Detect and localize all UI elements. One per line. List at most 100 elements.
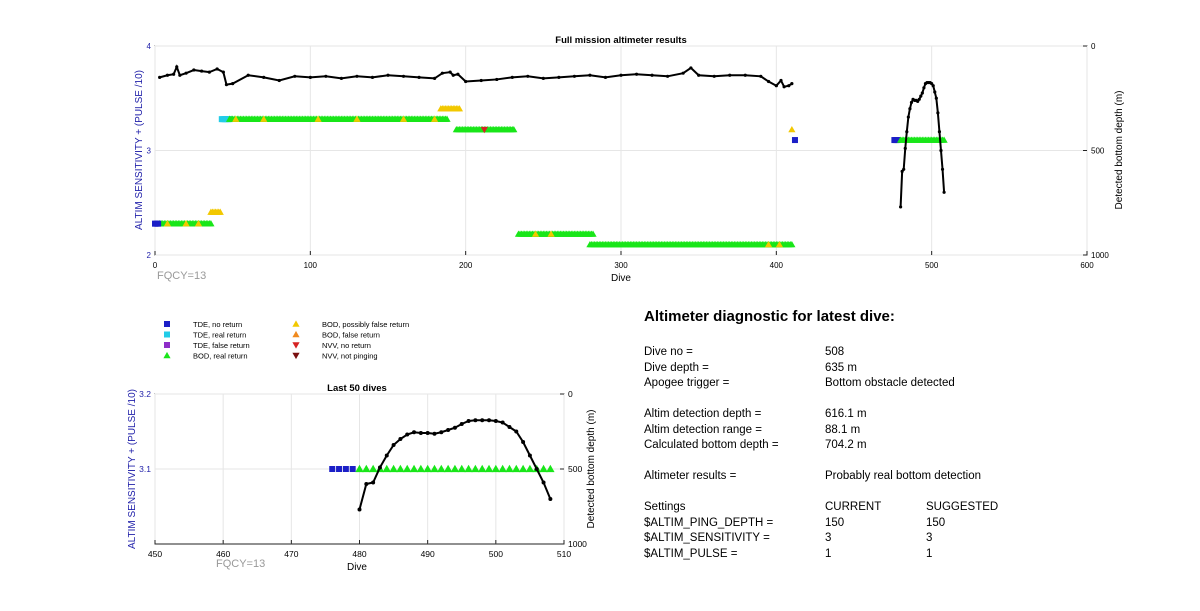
bottom-depth-line-recent-point xyxy=(936,111,940,115)
bottom-depth-line-point xyxy=(207,70,211,74)
bottom-depth-line-recent-point xyxy=(908,107,912,111)
bod-real-return-marker xyxy=(430,464,439,473)
bottom-depth-line-recent-point xyxy=(934,96,938,100)
bottom-depth-line-point xyxy=(355,74,359,78)
bottom-depth-point xyxy=(521,440,526,444)
possibly-false-marker xyxy=(431,115,439,122)
altim-detection-range-value: 88.1 m xyxy=(825,423,861,436)
legend-label: NVV, no return xyxy=(322,341,371,350)
bottom-depth-line-point xyxy=(557,75,561,79)
altim-detection-depth-row: Altim detection depth = 616.1 m xyxy=(644,407,1184,423)
setting-suggested: 1 xyxy=(926,547,933,560)
x-tick-label: 500 xyxy=(489,549,503,559)
bottom-depth-point xyxy=(398,437,403,441)
apogee-trigger-row: Apogee trigger = Bottom obstacle detected xyxy=(644,376,1184,392)
bottom-depth-line-recent-point xyxy=(903,146,907,151)
bottom-depth-line-point xyxy=(231,82,235,86)
y2-tick-label: 1000 xyxy=(568,539,587,549)
setting-label: $ALTIM_PULSE = xyxy=(644,547,738,560)
settings-marker xyxy=(589,230,597,237)
legend-label: TDE, no return xyxy=(193,320,242,329)
dive-depth-label: Dive depth = xyxy=(644,361,709,374)
settings-marker xyxy=(791,137,798,144)
bottom-depth-line-point xyxy=(440,71,444,75)
bottom-depth-line-point xyxy=(634,72,639,76)
legend-label: BOD, real return xyxy=(193,352,248,361)
bottom-depth-point xyxy=(377,465,382,470)
settings-marker xyxy=(455,105,464,112)
bottom-depth-point xyxy=(425,431,430,435)
bottom-depth-line-point xyxy=(526,74,530,78)
bottom-depth-point xyxy=(384,453,389,458)
bottom-depth-line-recent-point xyxy=(939,148,943,153)
setting-row-sensitivity: $ALTIM_SENSITIVITY = 3 3 xyxy=(644,531,1184,547)
bod-real-return-marker xyxy=(416,464,426,473)
setting-label: $ALTIM_PING_DEPTH = xyxy=(644,516,774,529)
bod-real-return-marker xyxy=(409,464,419,473)
last-50-dives-chart: 450 460 470 480 490 500 510 3.1 3.2 0 500 1000 Last… xyxy=(127,383,597,573)
small-chart-title: Last 50 dives xyxy=(327,383,387,394)
bottom-depth-line-point xyxy=(433,76,437,80)
bottom-depth-line-point xyxy=(172,72,176,76)
bottom-depth-line-point xyxy=(588,73,592,77)
settings-marker xyxy=(894,137,901,144)
bottom-depth-line-point xyxy=(401,74,406,78)
bottom-depth-line-point xyxy=(324,74,328,78)
bottom-depth-point xyxy=(507,425,512,429)
bod-real-return-marker xyxy=(450,464,460,473)
bod-real-return-marker xyxy=(471,464,480,473)
bottom-depth-line-point xyxy=(766,79,771,84)
bottom-depth-point xyxy=(432,431,437,436)
bottom-depth-line-recent-point xyxy=(922,86,926,90)
bottom-depth-line-point xyxy=(697,73,701,77)
settings-marker xyxy=(510,126,518,133)
main-y-axis-label: ALTIM SENSITIVITY + (PULSE /10) xyxy=(134,70,145,230)
x-tick-label: 300 xyxy=(614,261,628,270)
dive-depth-value: 635 m xyxy=(825,361,857,374)
bod-real-return-marker xyxy=(423,464,432,473)
legend-label: TDE, real return xyxy=(193,331,246,340)
x-tick-label: 600 xyxy=(1080,261,1094,270)
settings-suggested-header: SUGGESTED xyxy=(926,501,999,513)
possibly-false-marker xyxy=(260,115,268,122)
bottom-depth-line-point xyxy=(572,74,577,78)
bottom-depth-line-point xyxy=(370,75,375,79)
bottom-depth-line-recent-point xyxy=(917,97,921,101)
possibly-false-marker xyxy=(232,115,240,122)
bottom-depth-line-point xyxy=(277,78,281,83)
bod-real-return-marker xyxy=(362,464,371,473)
bod-real-return-marker xyxy=(484,464,494,473)
setting-row-pulse: $ALTIM_PULSE = 1 1 xyxy=(644,547,1184,563)
bod-real-return-marker xyxy=(403,464,412,473)
bottom-depth-line-point xyxy=(787,84,791,88)
legend-marker xyxy=(292,352,300,360)
bottom-depth-line-point xyxy=(192,68,196,72)
bottom-depth-line-point xyxy=(308,75,312,79)
legend-marker xyxy=(164,321,170,327)
y-tick-label: 3 xyxy=(147,147,152,156)
y2-tick-label: 0 xyxy=(568,389,573,399)
settings-marker xyxy=(216,208,224,215)
diagnostic-panel: Altimeter diagnostic for latest dive: Di… xyxy=(644,308,1184,562)
bod-real-return-marker xyxy=(512,464,521,473)
bottom-depth-line-point xyxy=(456,72,460,76)
bottom-depth-line-point xyxy=(224,83,229,87)
bottom-depth-line-recent-point xyxy=(937,130,942,134)
possibly-false-marker xyxy=(399,115,408,122)
y2-tick-label: 1000 xyxy=(1091,251,1109,260)
bottom-depth-point xyxy=(357,507,362,512)
possibly-false-marker xyxy=(775,240,784,248)
bottom-depth-point xyxy=(541,480,546,485)
bottom-depth-point xyxy=(493,419,498,423)
bod-real-return-marker xyxy=(396,464,405,473)
small-footnote: FQCY=13 xyxy=(216,558,265,570)
bottom-depth-line-point xyxy=(759,74,763,78)
bottom-depth-point xyxy=(500,420,505,425)
bottom-depth-point xyxy=(371,480,376,485)
x-tick-label: 480 xyxy=(352,549,366,559)
bod-real-return-marker xyxy=(505,464,514,473)
settings-current-header: CURRENT xyxy=(825,501,882,513)
y-tick-label: 2 xyxy=(147,251,152,260)
bottom-depth-line-recent-point xyxy=(899,205,903,209)
